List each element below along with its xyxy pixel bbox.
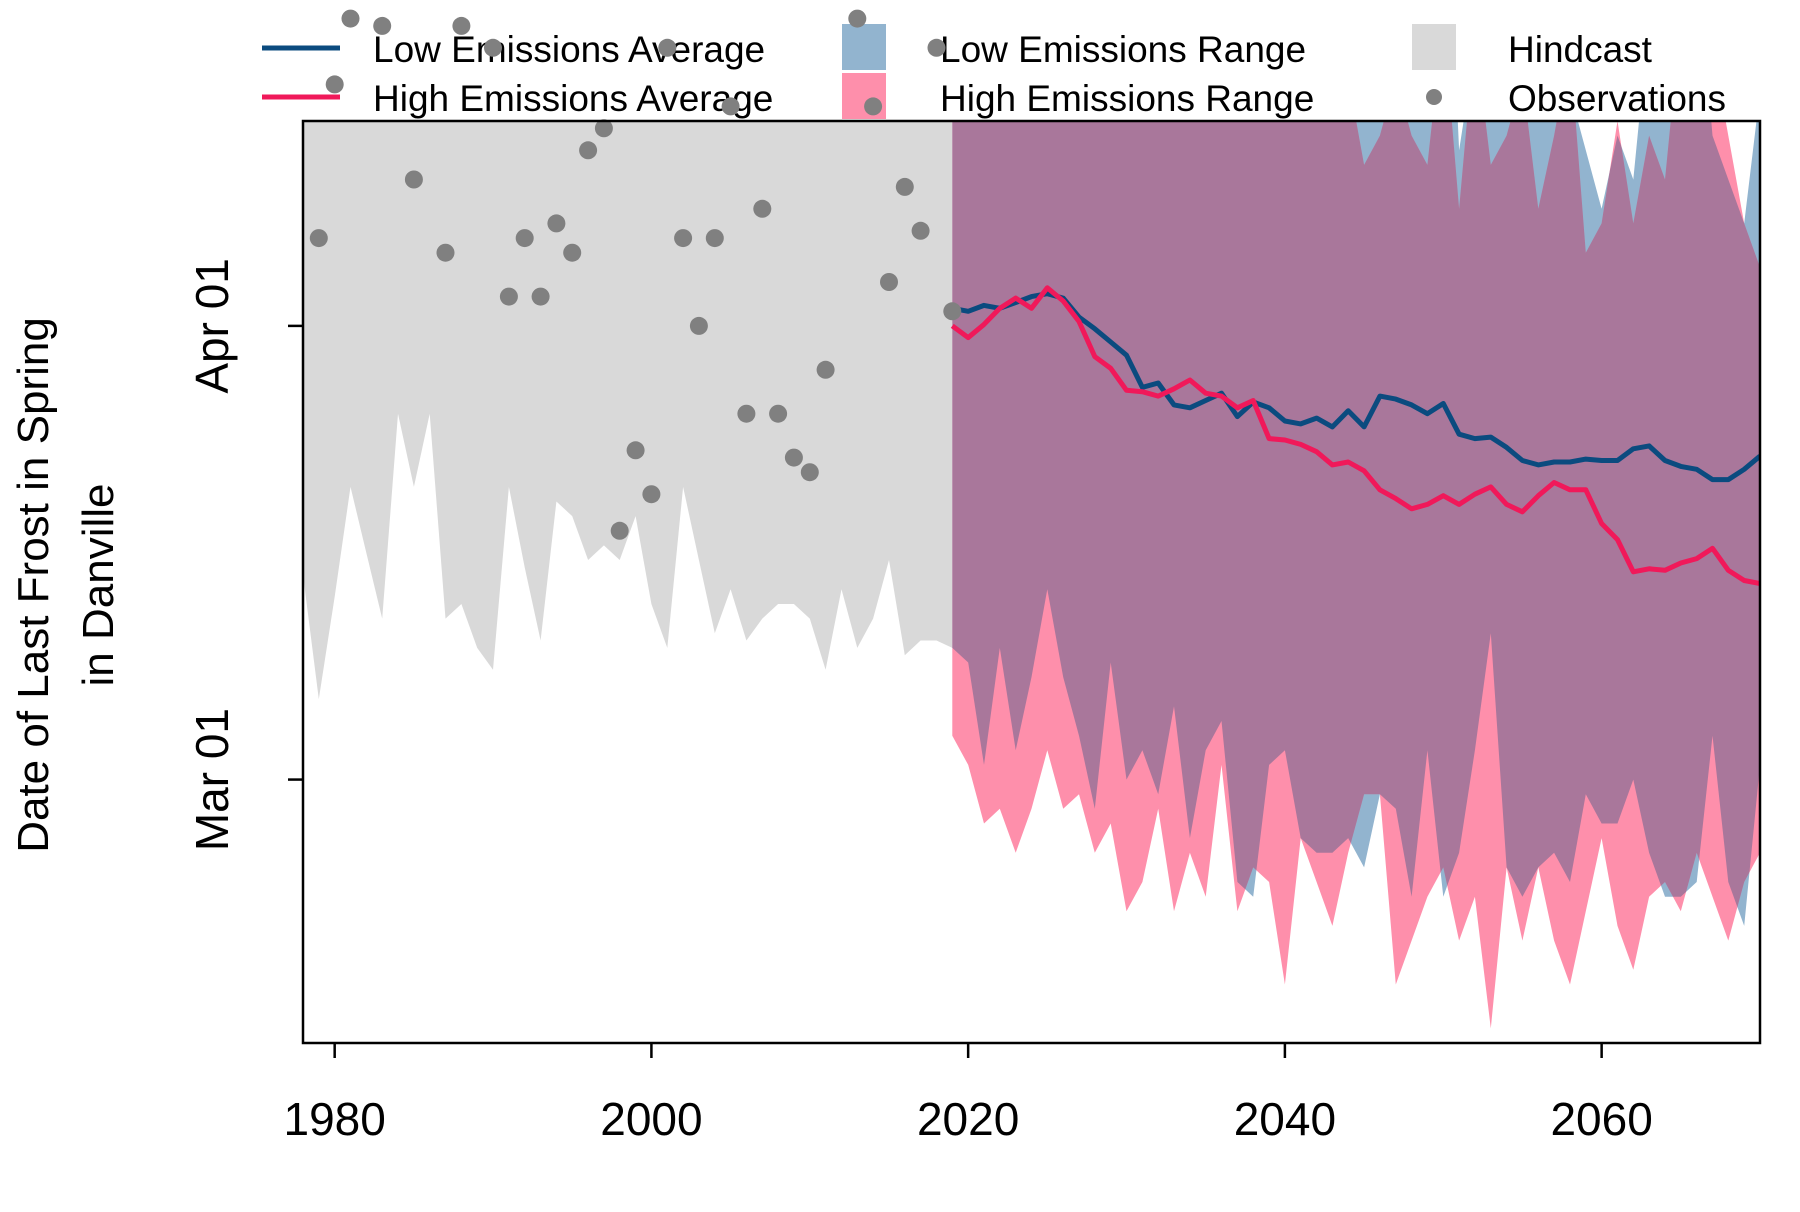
observation-point <box>325 75 344 94</box>
observation-point <box>610 521 629 540</box>
observation-point <box>642 485 661 504</box>
y-tick-label: Mar 01 <box>186 708 238 851</box>
x-tick-label: 2000 <box>600 1093 702 1145</box>
observation-point <box>927 38 946 57</box>
observation-point <box>880 273 898 291</box>
legend: Low Emissions Average High Emissions Ave… <box>262 24 1726 119</box>
observation-point <box>737 404 756 423</box>
observation-point <box>626 441 645 460</box>
observation-point <box>705 229 724 248</box>
y-tick-label: Apr 01 <box>186 258 238 394</box>
plot-frame <box>301 119 1762 1045</box>
y-axis-title-line-1: Date of Last Frost in Spring <box>9 317 58 853</box>
observation-point <box>373 16 392 35</box>
hindcast-band <box>303 121 953 700</box>
legend-low-average-label: Low Emissions Average <box>373 29 765 70</box>
observation-point <box>753 199 772 218</box>
observation-point <box>816 360 835 379</box>
observation-point <box>309 229 328 248</box>
x-tick-label: 2060 <box>1550 1093 1652 1145</box>
observation-point <box>594 119 613 138</box>
observation-point <box>547 214 566 233</box>
observation-point <box>674 229 693 248</box>
low-emissions-average-line <box>951 291 1760 483</box>
high-emissions-average-line <box>950 285 1760 586</box>
observation-point <box>499 287 518 306</box>
observation-point <box>531 287 550 306</box>
observation-point <box>484 38 502 57</box>
x-tick-label: 1980 <box>284 1093 386 1145</box>
observation-point <box>658 38 677 57</box>
legend-observations-label: Observations <box>1508 78 1726 119</box>
observation-point <box>943 302 962 321</box>
observation-point <box>404 170 423 189</box>
legend-hindcast-label: Hindcast <box>1508 29 1653 70</box>
observation-point <box>784 448 803 467</box>
observation-point <box>769 404 788 423</box>
range-overlap-band <box>952 121 1760 926</box>
legend-low-range-swatch <box>842 24 886 70</box>
observation-point <box>864 97 883 116</box>
y-axis-title-line-2: in Danville <box>74 484 123 687</box>
observation-point <box>341 9 360 28</box>
observation-point <box>911 221 930 240</box>
observation-point <box>563 243 582 262</box>
legend-high-range-label: High Emissions Range <box>940 78 1314 119</box>
observation-point <box>452 16 471 35</box>
observation-point <box>515 229 534 248</box>
observation-point <box>579 141 598 160</box>
observation-point <box>436 243 455 262</box>
observation-point <box>689 316 708 335</box>
legend-hindcast-swatch <box>1412 24 1456 70</box>
observation-point <box>895 177 914 196</box>
plot-area <box>303 9 1760 1029</box>
high-emissions-range-band <box>952 121 1760 1029</box>
observation-point <box>800 463 819 482</box>
x-tick-label: 2020 <box>917 1093 1019 1145</box>
y-axis-title: Date of Last Frost in Spring in Danville <box>9 317 123 853</box>
observation-point <box>848 9 867 28</box>
observation-point <box>721 97 740 116</box>
legend-observations-swatch <box>1426 89 1442 105</box>
legend-low-range-label: Low Emissions Range <box>940 29 1306 70</box>
legend-high-average-label: High Emissions Average <box>373 78 773 119</box>
x-tick-label: 2040 <box>1234 1093 1336 1145</box>
